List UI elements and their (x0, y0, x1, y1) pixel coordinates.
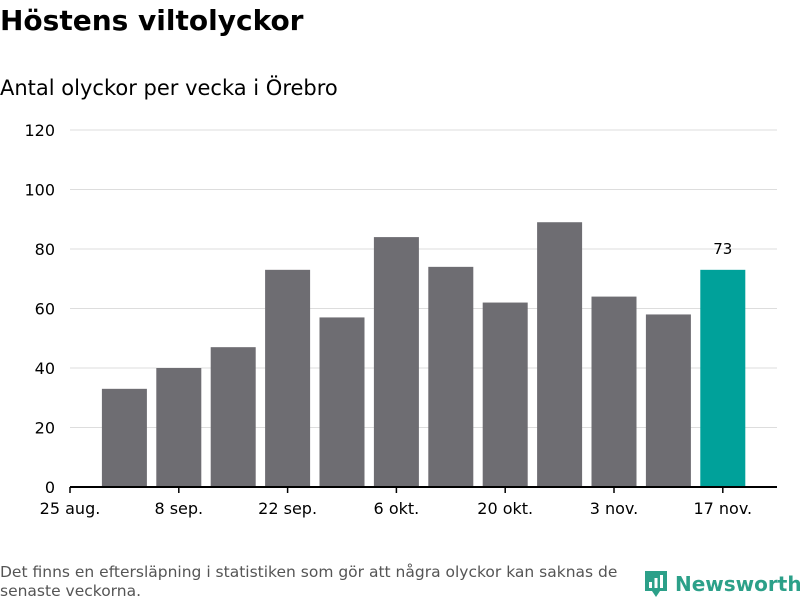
bar (482, 302, 528, 487)
logo-text: Newsworthy (675, 572, 800, 596)
y-tick-label: 20 (35, 419, 55, 438)
chart-title: Höstens viltolyckor (0, 4, 304, 37)
data-label: 73 (713, 240, 732, 258)
bar (210, 347, 256, 487)
y-tick-label: 0 (45, 478, 55, 497)
y-tick-label: 80 (35, 240, 55, 259)
y-tick-label: 100 (24, 181, 55, 200)
x-tick-label: 3 nov. (590, 499, 639, 518)
bar-chart: 0 20 40 60 80 100 120 73 25 aug. 8 sep. 22 sep. 6 o… (24, 121, 777, 518)
bar (591, 296, 637, 487)
footnote: Det finns en eftersläpning i statistiken… (0, 563, 618, 600)
bar (645, 314, 691, 487)
x-tick-label: 20 okt. (477, 499, 533, 518)
bar (156, 368, 202, 487)
bar (319, 317, 365, 487)
bar (700, 269, 746, 487)
y-tick-label: 120 (24, 121, 55, 140)
bar (373, 237, 419, 487)
x-tick-label: 25 aug. (40, 499, 101, 518)
newsworthy-logo[interactable]: Newsworthy (643, 568, 800, 600)
bar (537, 222, 583, 487)
bar (101, 388, 147, 487)
x-tick-label: 6 okt. (374, 499, 420, 518)
y-tick-label: 60 (35, 300, 55, 319)
x-tick-label: 22 sep. (258, 499, 317, 518)
x-tick-label: 8 sep. (154, 499, 203, 518)
y-tick-label: 40 (35, 359, 55, 378)
bar (265, 269, 311, 487)
chart-subtitle: Antal olyckor per vecka i Örebro (0, 76, 338, 100)
newsworthy-logo-icon (645, 571, 667, 597)
bar (428, 266, 474, 487)
x-tick-label: 17 nov. (693, 499, 752, 518)
